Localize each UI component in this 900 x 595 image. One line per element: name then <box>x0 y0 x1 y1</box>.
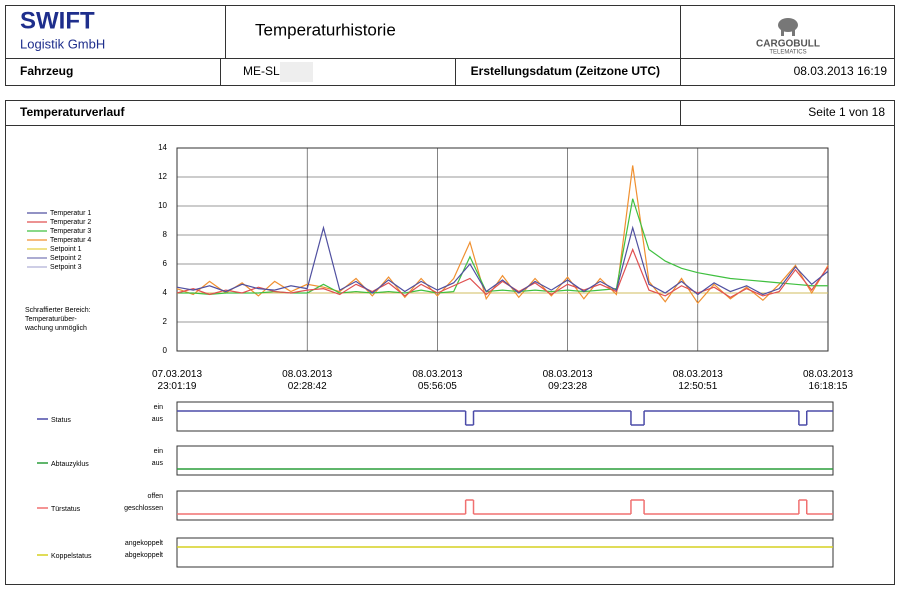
x-tick-label: 07.03.2013 23:01:19 <box>151 369 203 392</box>
x-tick-label: 08.03.2013 16:18:15 <box>802 369 854 392</box>
x-tick-label: 08.03.2013 09:23:28 <box>542 369 593 392</box>
note: Temperaturüber- <box>25 316 77 323</box>
status-level: aus <box>152 460 164 467</box>
created: 08.03.2013 16:19 <box>794 64 888 78</box>
status-frame <box>176 401 834 432</box>
note: Schraffierter Bereich: <box>25 307 91 314</box>
logo: CARGOBULL <box>756 39 820 50</box>
legend-label: Temperatur 3 <box>50 228 91 235</box>
status-frame <box>176 445 834 476</box>
redaction <box>280 62 313 82</box>
status-level: angekoppelt <box>125 540 163 547</box>
x-tick-label: 08.03.2013 02:28:42 <box>282 369 333 392</box>
section-title: Temperaturverlauf <box>20 105 125 119</box>
series-line <box>176 165 829 305</box>
page-number: Seite 1 von 18 <box>808 105 885 119</box>
status-level: ein <box>154 448 163 455</box>
vehicle: ME-SL <box>243 64 280 78</box>
status-frame <box>176 537 834 568</box>
y-tick-label: 0 <box>163 346 168 355</box>
x-tick-label: 08.03.2013 12:50:51 <box>672 369 723 392</box>
y-tick-label: 2 <box>163 317 168 326</box>
frames <box>5 5 895 585</box>
status-level: geschlossen <box>124 505 163 512</box>
series-line <box>176 225 829 296</box>
y-tick-label: 6 <box>163 259 168 268</box>
status-name: Koppelstatus <box>51 553 92 560</box>
status-level: abgekoppelt <box>125 552 163 559</box>
legend-label: Temperatur 4 <box>50 237 91 244</box>
created-label: Erstellungsdatum (Zeitzone UTC) <box>471 64 660 78</box>
status-name: Abtauzyklus <box>51 461 89 468</box>
company-sub: Logistik GmbH <box>20 36 105 51</box>
legend-label: Setpoint 3 <box>50 264 82 271</box>
legend-label: Setpoint 1 <box>50 246 82 253</box>
status-name: Status <box>51 417 71 424</box>
plot-area <box>176 147 829 352</box>
status-level: offen <box>148 493 164 500</box>
y-tick-label: 8 <box>163 230 168 239</box>
vehicle-label: Fahrzeug <box>20 64 73 78</box>
logo-sub: TELEMATICS <box>769 50 806 56</box>
status-level: aus <box>152 416 164 423</box>
legend-label: Temperatur 1 <box>50 210 91 217</box>
logo-icon <box>778 18 798 36</box>
legend-label: Setpoint 2 <box>50 255 82 262</box>
status-frame <box>176 490 834 521</box>
x-tick-label: 08.03.2013 05:56:05 <box>412 369 463 392</box>
status-name: Türstatus <box>51 506 81 513</box>
note: wachung unmöglich <box>24 325 87 332</box>
company: SWIFT <box>20 7 95 34</box>
legend-label: Temperatur 2 <box>50 219 91 226</box>
y-tick-label: 4 <box>163 288 168 297</box>
status-level: ein <box>154 404 163 411</box>
series-line <box>176 247 829 299</box>
report-title: Temperaturhistorie <box>255 20 396 39</box>
y-tick-label: 14 <box>158 143 167 152</box>
y-tick-label: 10 <box>158 201 167 210</box>
y-tick-label: 12 <box>158 172 167 181</box>
